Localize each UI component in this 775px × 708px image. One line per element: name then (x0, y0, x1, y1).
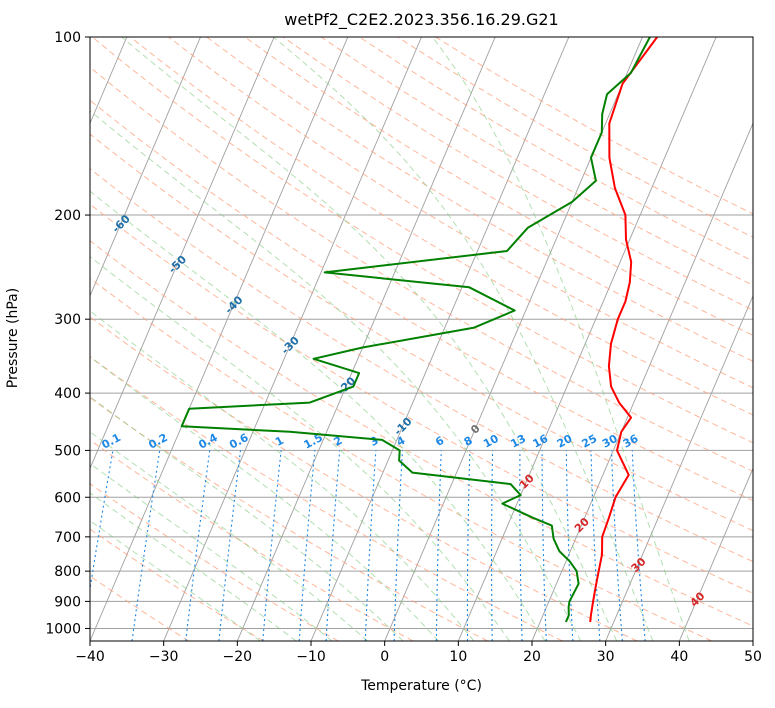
moist-adiabat-line (90, 190, 546, 641)
isotherm-line (531, 122, 753, 641)
y-tick-label: 600 (54, 490, 81, 506)
isotherm-line (90, 37, 275, 470)
moist-adiabat-line (273, 37, 654, 641)
isotherm-line (90, 37, 201, 298)
moist-adiabat-line (90, 256, 510, 641)
moist-adiabat-line (90, 520, 261, 641)
y-tick-label: 700 (54, 530, 81, 546)
mixing-ratio-label: 10 (481, 432, 501, 451)
x-tick-label: −10 (296, 649, 326, 665)
isotherm-line (236, 37, 496, 641)
moist-adiabat-line (121, 37, 618, 641)
x-tick-label: −40 (75, 649, 105, 665)
x-tick-label: 10 (449, 649, 467, 665)
y-tick-label: 200 (54, 208, 81, 224)
dry-adiabat-line (90, 168, 753, 563)
isotherm-line (678, 467, 753, 641)
axis-ticks: −40 −30 −20 −10 0 10 20 30 40 50 100 200 300 400 500 60… (45, 30, 762, 665)
y-tick-label: 500 (54, 443, 81, 459)
profile-lines (180, 37, 659, 623)
dry-adiabat-line (90, 483, 339, 641)
x-tick-label: −30 (149, 649, 179, 665)
x-tick-label: 50 (744, 649, 762, 665)
moist-adiabat-line (90, 431, 369, 641)
x-tick-label: 30 (597, 649, 615, 665)
dry-adiabat-line (90, 277, 712, 641)
dry-adiabat-line (90, 316, 638, 641)
dry-adiabat-line (90, 356, 563, 641)
mixing-ratio-label: 20 (555, 432, 575, 451)
background-lines (90, 37, 753, 641)
isotherm-line (90, 37, 349, 641)
dry-adiabat-line (244, 37, 753, 336)
dry-adiabat-line (90, 240, 753, 627)
dry-adiabat-line (282, 37, 753, 311)
temperature-profile-line (589, 37, 659, 623)
dry-adiabat-line (90, 133, 753, 532)
mixing-ratio-label: 30 (600, 432, 620, 451)
moist-adiabat-line (90, 310, 475, 641)
mixing-ratio-label: 36 (621, 432, 641, 451)
chart-title: wetPf2_C2E2.2023.356.16.29.G21 (284, 10, 559, 29)
dry-adiabat-line (90, 99, 753, 502)
dewpoint-profile-line (180, 37, 651, 623)
y-axis-label: Pressure (hPa) (5, 287, 21, 389)
y-tick-label: 1000 (45, 621, 81, 637)
y-tick-label: 100 (54, 30, 81, 46)
isotherm-line (605, 294, 753, 641)
x-tick-label: 40 (670, 649, 688, 665)
mixing-ratio-label: 13 (508, 432, 528, 451)
dry-adiabat-line (90, 203, 753, 594)
x-tick-label: 20 (523, 649, 541, 665)
moist-adiabat-line (432, 37, 690, 641)
x-tick-label: −20 (223, 649, 253, 665)
mixing-ratio-label: 25 (580, 432, 600, 451)
x-axis-label: Temperature (°C) (361, 678, 482, 694)
isotherm-line (457, 37, 717, 641)
dry-adiabat-line (130, 37, 753, 416)
y-tick-label: 300 (54, 312, 81, 328)
isotherm-line (163, 37, 422, 641)
plot-frame (89, 36, 754, 642)
dry-adiabat-line (91, 37, 753, 444)
y-tick-label: 900 (54, 594, 81, 610)
y-tick-label: 400 (54, 386, 81, 402)
moist-adiabat-line (90, 356, 439, 641)
moist-adiabat-line (90, 396, 404, 641)
dry-adiabat-line (168, 37, 753, 389)
dry-adiabat-line (90, 528, 264, 641)
y-tick-label: 800 (54, 564, 81, 580)
mixing-ratio-label: 16 (531, 432, 551, 451)
moist-adiabat-line (90, 110, 582, 641)
x-tick-label: 0 (380, 649, 389, 665)
